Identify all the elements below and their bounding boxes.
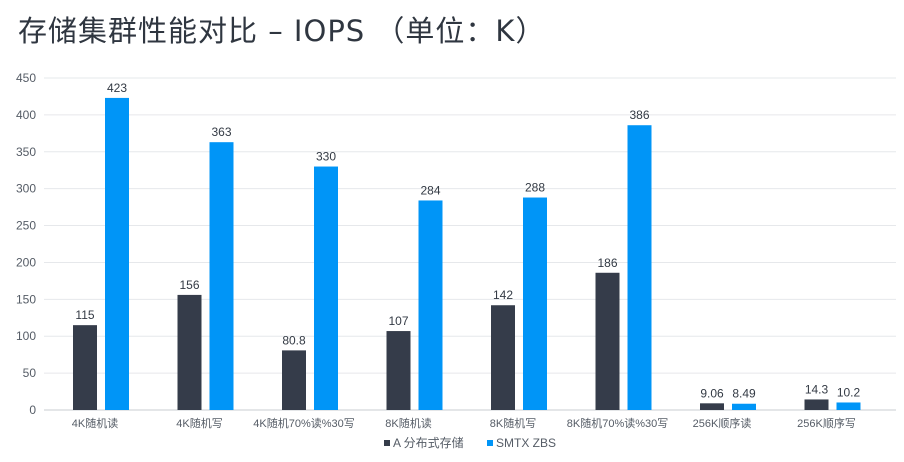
bar-a-3 (386, 331, 411, 410)
bar-a-0 (73, 325, 97, 410)
x-tick-label: 4K随机写 (176, 416, 222, 430)
data-label: 288 (525, 181, 545, 195)
x-tick-label: 8K随机70%读%30写 (567, 416, 669, 430)
bar-smtx-1 (209, 142, 234, 411)
y-tick-label: 250 (16, 219, 36, 233)
y-tick-label: 200 (16, 255, 36, 269)
bar-smtx-0 (105, 97, 129, 411)
bar-smtx-6 (732, 403, 756, 410)
data-label: 386 (629, 108, 649, 122)
data-label: 363 (211, 125, 231, 139)
data-label: 10.2 (837, 385, 861, 399)
y-tick-label: 350 (16, 145, 36, 159)
y-tick-label: 150 (16, 292, 36, 306)
x-tick-label: 4K随机70%读%30写 (253, 416, 355, 430)
y-tick-label: 300 (16, 182, 36, 196)
legend-swatch-0 (384, 440, 390, 446)
y-tick-label: 0 (29, 403, 36, 417)
bar-a-2 (282, 350, 306, 410)
x-tick-label: 8K随机读 (385, 416, 431, 430)
bar-smtx-5 (627, 125, 652, 411)
bar-a-6 (700, 403, 724, 410)
x-tick-label: 4K随机读 (72, 416, 118, 430)
x-tick-label: 256K顺序写 (797, 416, 856, 430)
chart-title: 存储集群性能对比 – IOPS （单位：K） (18, 14, 546, 48)
data-label: 284 (420, 183, 440, 197)
data-label: 107 (388, 314, 408, 328)
y-tick-label: 100 (16, 329, 36, 343)
x-tick-label: 8K随机写 (490, 416, 536, 430)
x-tick-label: 256K顺序读 (693, 416, 752, 430)
bar-smtx-3 (418, 200, 443, 410)
bar-a-4 (491, 305, 515, 410)
data-label: 330 (316, 150, 336, 164)
legend-label: A 分布式存储 (393, 435, 464, 450)
data-label: 186 (597, 256, 617, 270)
data-label: 14.3 (805, 382, 829, 396)
data-label: 423 (107, 81, 127, 95)
data-label: 8.49 (732, 387, 756, 401)
bar-a-7 (804, 399, 829, 410)
bar-a-1 (177, 294, 202, 410)
data-label: 9.06 (700, 386, 724, 400)
data-label: 115 (75, 308, 94, 322)
data-label: 156 (179, 278, 199, 292)
y-tick-label: 50 (23, 366, 37, 380)
data-label: 80.8 (282, 333, 306, 347)
data-label: 142 (493, 288, 513, 302)
y-tick-label: 450 (16, 71, 36, 85)
bar-smtx-2 (314, 166, 338, 410)
bar-smtx-4 (523, 197, 547, 410)
bar-a-5 (595, 272, 620, 410)
legend-swatch-1 (487, 440, 493, 446)
bar-smtx-7 (836, 402, 861, 410)
legend-label: SMTX ZBS (496, 436, 556, 450)
y-tick-label: 400 (16, 108, 36, 122)
